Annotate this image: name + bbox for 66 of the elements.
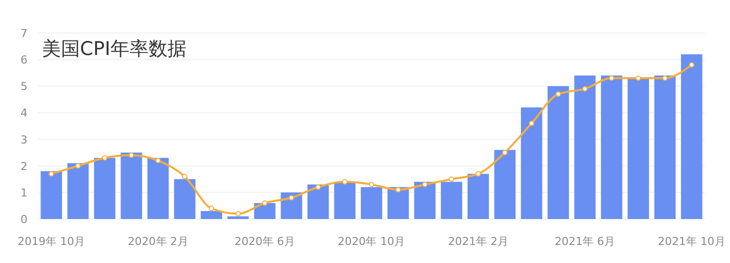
- x-tick-label: 2020年 10月: [338, 235, 406, 248]
- chart-title: 美国CPI年率数据: [42, 38, 186, 60]
- bar: [654, 76, 676, 219]
- x-tick-label: 2020年 2月: [128, 235, 188, 248]
- bar: [254, 203, 276, 219]
- x-tick-label: 2021年 10月: [658, 235, 726, 248]
- point: [315, 184, 321, 190]
- point: [128, 152, 134, 158]
- y-tick-label: 5: [20, 80, 28, 94]
- bar: [574, 76, 596, 219]
- x-tick-label: 2020年 6月: [234, 235, 296, 248]
- x-tick-label: 2021年 6月: [554, 235, 616, 248]
- bar: [200, 211, 222, 219]
- point: [342, 179, 348, 184]
- point: [688, 62, 694, 68]
- point: [582, 86, 588, 92]
- bar: [414, 182, 436, 219]
- point: [208, 206, 214, 212]
- x-tick-label: 2019年 10月: [18, 235, 86, 248]
- bar: [67, 163, 89, 219]
- bar: [520, 107, 542, 219]
- point: [182, 174, 188, 180]
- point: [662, 75, 668, 81]
- y-tick-label: 7: [20, 27, 28, 40]
- point: [235, 210, 241, 216]
- point: [48, 171, 54, 177]
- bar: [468, 174, 489, 219]
- y-tick-label: 4: [20, 106, 28, 120]
- bar: [680, 54, 702, 219]
- x-tick-label: 2021年 2月: [448, 235, 508, 248]
- point: [288, 195, 294, 200]
- point: [155, 158, 161, 164]
- bar: [494, 150, 516, 219]
- bar: [360, 187, 382, 219]
- bar: [600, 76, 622, 219]
- point: [476, 171, 481, 177]
- bar: [628, 78, 649, 219]
- bar: [334, 182, 356, 219]
- point: [636, 75, 641, 81]
- point: [502, 150, 508, 156]
- point: [368, 182, 374, 188]
- bar: [548, 86, 569, 219]
- point: [395, 187, 401, 192]
- point: [75, 163, 81, 169]
- point: [528, 120, 534, 126]
- point: [422, 182, 428, 188]
- bar: [147, 158, 169, 219]
- bar: [280, 192, 302, 219]
- point: [556, 91, 561, 97]
- y-tick-label: 6: [20, 54, 28, 67]
- point: [262, 200, 268, 206]
- y-tick-label: 1: [20, 186, 28, 200]
- bar: [120, 152, 142, 219]
- point: [102, 155, 108, 161]
- point: [448, 176, 454, 182]
- bar: [40, 171, 62, 219]
- y-tick-label: 2: [20, 160, 28, 173]
- bar: [94, 158, 116, 219]
- bar: [307, 184, 329, 219]
- y-tick-label: 0: [20, 213, 28, 226]
- y-tick-label: 3: [20, 133, 28, 146]
- bar: [227, 216, 249, 219]
- bar: [440, 182, 462, 219]
- bar: [388, 187, 409, 219]
- bar: [174, 179, 196, 219]
- point: [608, 75, 614, 81]
